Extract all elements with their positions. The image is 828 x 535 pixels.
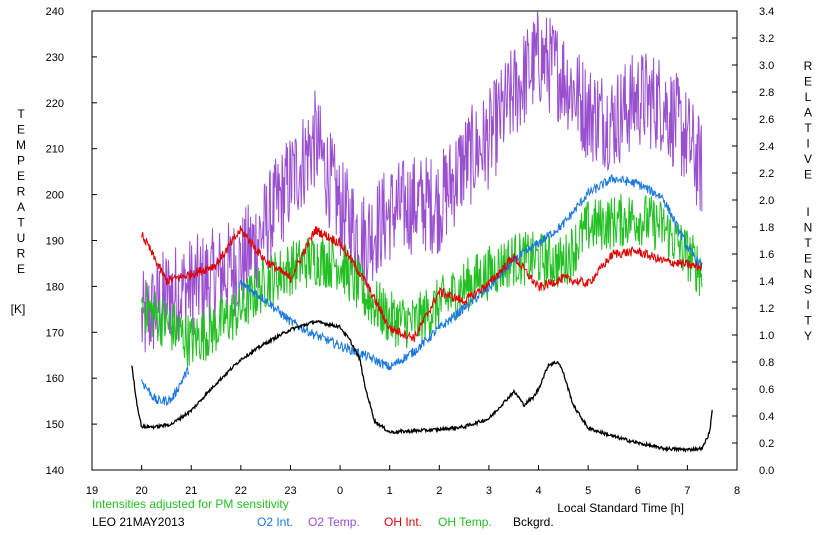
right-axis-letter: I [806,298,809,312]
left-axis-letter: U [17,231,26,245]
left-axis-unit: [K] [11,302,26,316]
series-line-o2-int [141,174,703,407]
left-tick-label: 190 [46,236,64,248]
right-tick-label: 3.0 [759,60,774,72]
right-tick-label: 3.4 [759,6,774,18]
left-axis: 140 150 160 170 180 190 200 210 220 230 240 [46,6,97,477]
left-axis-letter: R [17,185,26,199]
x-tick-label: 2 [436,485,442,497]
x-axis-title: Local Standard Time [h] [557,501,684,515]
x-tick-label: 8 [734,485,740,497]
right-tick-label: 2.6 [759,114,774,126]
right-axis-letter: R [804,59,813,73]
series-layer [131,11,713,453]
right-tick-label: 2.8 [759,87,774,99]
left-axis-letter: E [17,169,25,183]
left-axis-letter: P [17,154,25,168]
legend-item: O2 Int. [257,515,293,529]
right-axis-letter: E [804,75,812,89]
left-axis-letter: T [17,107,25,121]
right-tick-label: 0.8 [759,357,774,369]
right-axis-letter: T [804,314,812,328]
x-tick-label: 1 [387,485,393,497]
left-tick-label: 170 [46,327,64,339]
left-axis-letter: R [17,247,26,261]
right-tick-label: 2.4 [759,141,774,153]
left-axis-letter: M [16,138,26,152]
series-line-o2-temp [141,11,703,353]
x-tick-label: 7 [684,485,690,497]
legend: O2 Int. O2 Temp. OH Int. OH Temp. Bckgrd. [257,515,554,529]
x-axis: 19 20 21 22 23 0 1 2 3 4 5 6 7 8 [86,465,740,497]
legend-item: Bckgrd. [513,515,554,529]
station-date: LEO 21MAY2013 [92,515,185,529]
left-axis-letter: A [17,200,25,214]
right-axis-letter: S [804,283,812,297]
left-tick-label: 160 [46,373,64,385]
x-tick-label: 6 [635,485,641,497]
x-tick-label: 21 [185,485,197,497]
right-tick-label: 1.4 [759,276,774,288]
right-axis-letter: V [804,152,812,166]
left-tick-label: 140 [46,465,64,477]
right-tick-label: 2.2 [759,168,774,180]
right-axis-letter: I [806,137,809,151]
series-line-bckgrd [131,319,713,453]
right-tick-label: 2.0 [759,195,774,207]
right-tick-label: 0.6 [759,384,774,396]
right-axis-letter: A [804,106,812,120]
x-tick-label: 22 [235,485,247,497]
x-tick-label: 3 [486,485,492,497]
x-tick-label: 19 [86,485,98,497]
right-tick-label: 1.8 [759,222,774,234]
x-tick-label: 4 [535,485,541,497]
x-tick-label: 23 [284,485,296,497]
right-tick-label: 1.2 [759,303,774,315]
plot-frame [91,10,738,471]
left-tick-label: 240 [46,6,64,18]
left-tick-label: 230 [46,52,64,64]
legend-item: OH Int. [384,515,422,529]
left-tick-label: 180 [46,281,64,293]
right-tick-label: 1.0 [759,330,774,342]
left-axis-letter: T [17,216,25,230]
right-axis-letter: L [805,90,812,104]
x-tick-label: 0 [337,485,343,497]
right-axis-letter: I [806,205,809,219]
legend-item: OH Temp. [438,515,492,529]
right-tick-label: 0.0 [759,465,774,477]
right-axis-letter: E [804,252,812,266]
left-axis-letter: E [17,123,25,137]
right-tick-label: 1.6 [759,249,774,261]
left-tick-label: 220 [46,98,64,110]
x-tick-label: 20 [135,485,147,497]
right-tick-label: 0.4 [759,411,774,423]
right-axis-letter: T [804,236,812,250]
right-axis-letter: N [804,267,813,281]
right-tick-label: 0.2 [759,438,774,450]
right-axis-letter: T [804,121,812,135]
left-tick-label: 210 [46,144,64,156]
right-tick-label: 3.2 [759,33,774,45]
left-tick-label: 200 [46,190,64,202]
right-axis-letter: N [804,221,813,235]
legend-item: O2 Temp. [308,515,360,529]
right-axis: 0.0 0.2 0.4 0.6 0.8 1.0 1.2 1.4 1.6 1.8 2.0 2.2 2.4 2… [732,6,774,477]
right-axis-letter: E [804,168,812,182]
x-tick-label: 5 [585,485,591,497]
sensitivity-note: Intensities adjusted for PM sensitivity [92,497,289,511]
right-axis-letter: Y [804,329,812,343]
left-tick-label: 150 [46,419,64,431]
left-axis-letter: E [17,262,25,276]
series-line-oh-int [141,225,703,343]
